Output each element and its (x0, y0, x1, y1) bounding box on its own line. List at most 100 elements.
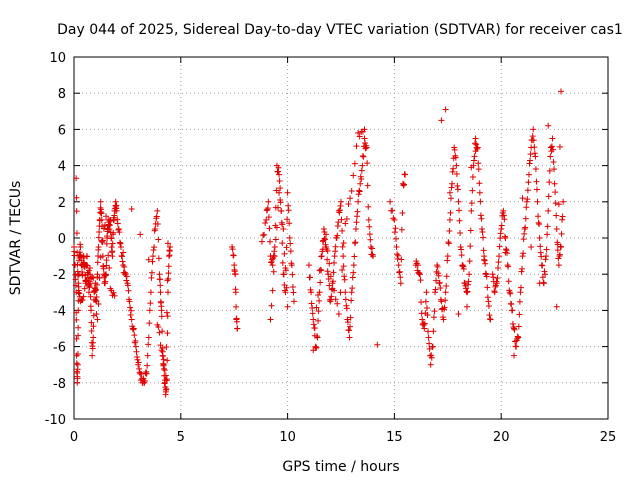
data-point (312, 343, 319, 350)
data-point (309, 310, 316, 317)
data-point (505, 263, 512, 270)
data-point (446, 227, 453, 234)
data-point (344, 316, 351, 323)
data-point (491, 288, 498, 295)
data-point (368, 245, 375, 252)
data-point (539, 274, 546, 281)
data-point (360, 153, 367, 160)
data-point (313, 344, 320, 351)
data-point (492, 283, 499, 290)
data-point (541, 271, 548, 278)
data-point (556, 251, 563, 258)
data-point (314, 334, 321, 341)
data-point (472, 140, 479, 147)
data-point (446, 216, 453, 223)
data-point (81, 285, 88, 292)
data-point (162, 372, 169, 379)
data-point (145, 341, 152, 348)
data-point (522, 215, 529, 222)
data-point (343, 302, 350, 309)
data-point (126, 298, 133, 305)
data-point (358, 167, 365, 174)
data-point (229, 246, 236, 253)
data-point (265, 214, 272, 221)
data-point (83, 277, 90, 284)
data-point (114, 220, 121, 227)
data-point (531, 144, 538, 151)
data-point (87, 265, 94, 272)
data-point (75, 287, 82, 294)
data-point (438, 117, 445, 124)
data-point (437, 296, 444, 303)
data-point (335, 219, 342, 226)
data-point (442, 106, 449, 113)
data-point (147, 289, 154, 296)
data-point (339, 267, 346, 274)
data-point (75, 332, 82, 339)
data-point (326, 282, 333, 289)
data-point (356, 133, 363, 140)
data-point (103, 213, 110, 220)
data-point (317, 279, 324, 286)
data-point (337, 289, 344, 296)
data-point (342, 220, 349, 227)
data-point (543, 246, 550, 253)
data-point (351, 253, 358, 260)
data-point (537, 249, 544, 256)
data-point (457, 230, 464, 237)
data-point (316, 297, 323, 304)
data-point (461, 280, 468, 287)
data-point (284, 216, 291, 223)
data-point (117, 244, 124, 251)
data-point (398, 226, 405, 233)
data-point (502, 235, 509, 241)
data-point (166, 253, 173, 260)
data-point (518, 268, 525, 275)
data-point (400, 182, 407, 189)
data-point (84, 262, 91, 269)
data-point (334, 223, 341, 230)
data-point (546, 167, 553, 174)
data-point (447, 209, 454, 216)
data-point (143, 370, 150, 377)
x-axis-label: GPS time / hours (282, 459, 399, 475)
data-point (148, 269, 155, 276)
data-point (85, 289, 92, 296)
data-point (266, 238, 273, 245)
data-point (398, 256, 405, 263)
data-point (75, 272, 82, 279)
data-point (94, 316, 101, 323)
data-point (144, 352, 151, 359)
data-point (477, 212, 484, 219)
data-point (437, 285, 444, 292)
data-point (90, 274, 97, 281)
data-point (315, 292, 322, 299)
data-point (397, 280, 404, 287)
data-point (542, 256, 549, 263)
data-point (366, 223, 373, 230)
data-point (443, 282, 450, 289)
data-point (308, 289, 315, 296)
data-point (364, 182, 371, 189)
data-point (395, 262, 402, 269)
data-point (549, 135, 556, 142)
data-point (95, 234, 102, 241)
grid-lines (74, 57, 608, 419)
data-point (156, 271, 163, 278)
data-point (87, 280, 94, 287)
data-point (501, 216, 508, 223)
data-point (96, 275, 103, 282)
data-point (156, 276, 163, 283)
data-point (261, 231, 268, 238)
data-point (519, 265, 526, 272)
data-point (369, 251, 376, 258)
data-point (327, 273, 334, 280)
data-point (95, 301, 102, 308)
data-point (339, 227, 346, 234)
data-point (103, 240, 110, 247)
data-point (332, 296, 339, 303)
data-point (116, 229, 123, 236)
data-point (123, 277, 130, 284)
data-point (98, 210, 105, 217)
data-point (469, 187, 476, 194)
